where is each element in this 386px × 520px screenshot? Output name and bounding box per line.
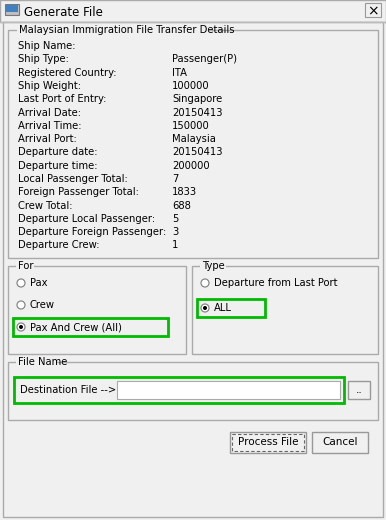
FancyBboxPatch shape	[200, 261, 226, 271]
Text: Pax: Pax	[30, 278, 47, 288]
Text: Crew: Crew	[30, 300, 55, 310]
Circle shape	[17, 323, 25, 331]
Text: Ship Name:: Ship Name:	[18, 41, 76, 51]
Text: 5: 5	[172, 214, 178, 224]
FancyBboxPatch shape	[16, 261, 34, 271]
Text: Crew Total:: Crew Total:	[18, 201, 73, 211]
FancyBboxPatch shape	[3, 22, 383, 517]
Text: 100000: 100000	[172, 81, 210, 91]
Text: Cancel: Cancel	[322, 437, 358, 447]
Circle shape	[19, 325, 23, 329]
Text: 20150413: 20150413	[172, 147, 222, 158]
Text: Process File: Process File	[238, 437, 298, 447]
Text: 20150413: 20150413	[172, 108, 222, 118]
Text: ..: ..	[356, 385, 362, 395]
Text: 7: 7	[172, 174, 178, 184]
Circle shape	[201, 279, 209, 287]
Circle shape	[201, 304, 209, 312]
FancyBboxPatch shape	[17, 25, 209, 35]
Text: Arrival Time:: Arrival Time:	[18, 121, 81, 131]
Text: Departure Foreign Passenger:: Departure Foreign Passenger:	[18, 227, 166, 237]
Text: ALL: ALL	[214, 303, 232, 313]
Text: Departure Crew:: Departure Crew:	[18, 240, 100, 251]
Text: ITA: ITA	[172, 68, 187, 77]
FancyBboxPatch shape	[16, 357, 56, 367]
FancyBboxPatch shape	[230, 432, 306, 453]
Text: Ship Type:: Ship Type:	[18, 54, 69, 64]
FancyBboxPatch shape	[0, 0, 386, 22]
Circle shape	[17, 279, 25, 287]
Text: Generate File: Generate File	[24, 6, 103, 19]
Text: Arrival Port:: Arrival Port:	[18, 134, 77, 144]
Text: Arrival Date:: Arrival Date:	[18, 108, 81, 118]
Circle shape	[203, 306, 207, 310]
Text: Last Port of Entry:: Last Port of Entry:	[18, 94, 107, 104]
Text: Departure Local Passenger:: Departure Local Passenger:	[18, 214, 155, 224]
Text: Malaysian Immigration File Transfer Details: Malaysian Immigration File Transfer Deta…	[19, 25, 235, 35]
Text: 688: 688	[172, 201, 191, 211]
Circle shape	[17, 301, 25, 309]
Text: Malaysia: Malaysia	[172, 134, 216, 144]
Text: Passenger(P): Passenger(P)	[172, 54, 237, 64]
Text: Type: Type	[202, 261, 225, 271]
Text: Registered Country:: Registered Country:	[18, 68, 117, 77]
Text: Destination File -->: Destination File -->	[20, 385, 116, 395]
Text: Singapore: Singapore	[172, 94, 222, 104]
FancyBboxPatch shape	[6, 5, 18, 12]
FancyBboxPatch shape	[348, 381, 370, 399]
Text: Departure time:: Departure time:	[18, 161, 98, 171]
FancyBboxPatch shape	[8, 30, 378, 258]
FancyBboxPatch shape	[8, 362, 378, 420]
FancyBboxPatch shape	[192, 266, 378, 354]
Text: Pax And Crew (All): Pax And Crew (All)	[30, 322, 122, 332]
FancyBboxPatch shape	[117, 381, 340, 399]
Text: 150000: 150000	[172, 121, 210, 131]
FancyBboxPatch shape	[8, 266, 186, 354]
Text: 1: 1	[172, 240, 178, 251]
Text: Local Passenger Total:: Local Passenger Total:	[18, 174, 128, 184]
Text: ×: ×	[367, 4, 379, 18]
Text: 3: 3	[172, 227, 178, 237]
Text: Departure from Last Port: Departure from Last Port	[214, 278, 337, 288]
Text: 200000: 200000	[172, 161, 210, 171]
Text: Ship Weight:: Ship Weight:	[18, 81, 81, 91]
Text: Foreign Passenger Total:: Foreign Passenger Total:	[18, 187, 139, 197]
Text: 1833: 1833	[172, 187, 197, 197]
FancyBboxPatch shape	[312, 432, 368, 453]
FancyBboxPatch shape	[365, 3, 381, 17]
FancyBboxPatch shape	[5, 4, 19, 15]
Text: File Name: File Name	[18, 357, 68, 367]
Text: Departure date:: Departure date:	[18, 147, 98, 158]
Text: For: For	[18, 261, 34, 271]
